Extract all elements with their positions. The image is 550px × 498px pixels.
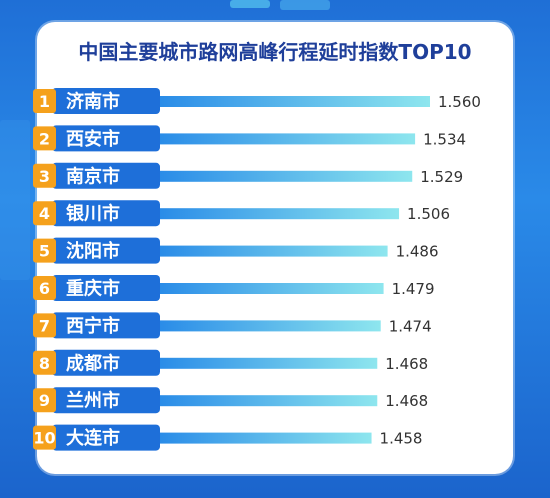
background-decoration [0, 120, 30, 280]
bar [160, 320, 381, 332]
rank-badge [33, 163, 56, 188]
bar [160, 395, 378, 407]
city-label-bg [52, 387, 160, 414]
category-label: 重庆市 [66, 278, 120, 300]
value-label: 1.506 [407, 205, 450, 223]
bar [160, 208, 400, 220]
city-label-bg [52, 237, 160, 264]
rank-number: 3 [39, 167, 50, 186]
city-label-bg [52, 125, 160, 152]
bar [160, 170, 413, 182]
value-label: 1.534 [423, 130, 466, 148]
category-label: 西安市 [66, 128, 120, 150]
city-label-bg [52, 312, 160, 339]
rank-badge [33, 313, 56, 338]
rank-badge [33, 388, 56, 413]
category-label: 沈阳市 [66, 240, 120, 262]
category-label: 银川市 [66, 203, 120, 225]
rank-number: 2 [39, 129, 50, 148]
value-label: 1.486 [396, 243, 439, 261]
rank-number: 4 [39, 204, 50, 223]
city-label-bg [52, 424, 160, 451]
background-decoration [230, 0, 270, 8]
rank-badge [33, 350, 56, 375]
rank-badge [33, 89, 56, 113]
bar [160, 133, 416, 145]
value-label: 1.474 [389, 317, 432, 335]
value-label: 1.468 [385, 355, 428, 373]
category-label: 兰州市 [66, 390, 120, 412]
rank-number: 7 [39, 316, 50, 335]
value-label: 1.468 [385, 392, 428, 410]
rank-number: 10 [33, 429, 55, 448]
chart-title: 中国主要城市路网高峰行程延时指数TOP10 [78, 40, 472, 64]
rank-badge [33, 201, 56, 226]
city-label-bg [52, 162, 160, 189]
bar [160, 245, 388, 257]
rank-badge [33, 276, 56, 300]
bar [160, 96, 430, 107]
category-label: 西宁市 [66, 315, 120, 337]
rank-number: 6 [39, 279, 50, 298]
category-label: 大连市 [66, 427, 120, 449]
bar [160, 283, 384, 294]
rank-number: 1 [39, 92, 50, 111]
rank-number: 9 [39, 391, 50, 410]
rank-badge [33, 126, 56, 151]
rank-badge [33, 238, 56, 263]
rank-number: 8 [39, 354, 50, 373]
category-label: 成都市 [66, 352, 120, 374]
value-label: 1.479 [392, 280, 435, 298]
city-label-bg [52, 275, 160, 301]
rank-number: 5 [39, 242, 50, 261]
value-label: 1.458 [380, 430, 423, 448]
city-label-bg [52, 349, 160, 376]
category-label: 南京市 [66, 165, 120, 187]
category-label: 济南市 [66, 91, 120, 113]
city-label-bg [52, 200, 160, 227]
bar [160, 357, 378, 369]
city-label-bg [52, 88, 160, 114]
value-label: 1.529 [420, 168, 463, 186]
rank-badge [33, 425, 56, 450]
bar [160, 432, 372, 444]
background-decoration [280, 0, 330, 10]
value-label: 1.560 [438, 93, 481, 111]
